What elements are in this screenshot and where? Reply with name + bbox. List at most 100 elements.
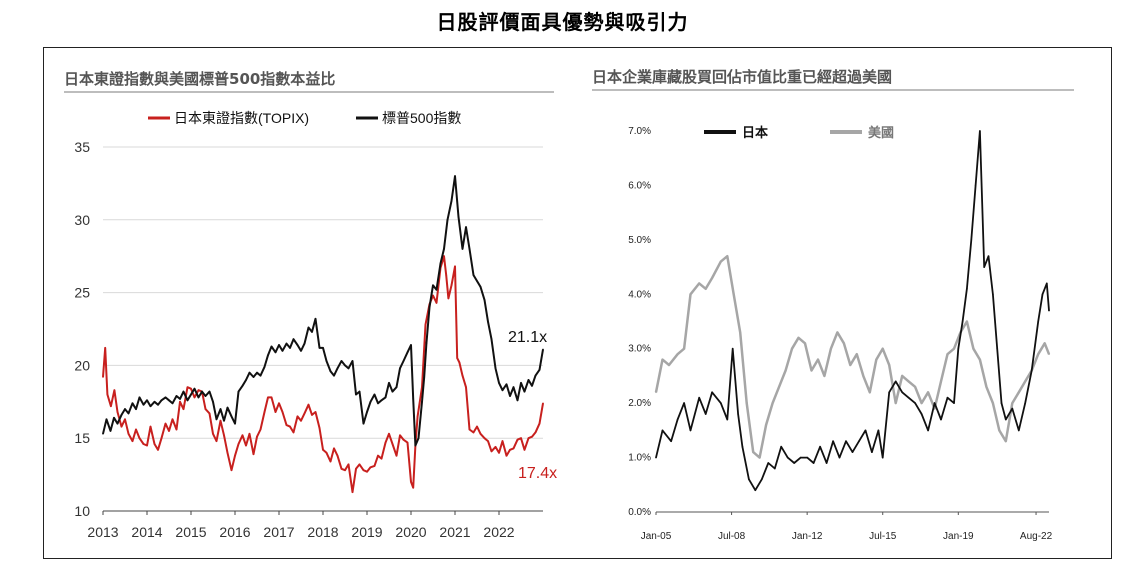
left-series-point	[186, 386, 189, 389]
right-series-point	[957, 347, 960, 350]
left-series-point	[311, 331, 313, 333]
right-series-point	[881, 347, 884, 350]
left-series-point	[215, 440, 218, 442]
left-series-point	[416, 415, 419, 418]
left-series-point	[248, 371, 251, 374]
left-series-point	[113, 417, 115, 419]
left-series-point	[226, 452, 229, 454]
left-series-point	[110, 405, 112, 408]
left-series-point	[472, 274, 475, 276]
left-series-point	[160, 437, 163, 440]
right-y-tick-label: 2.0%	[628, 398, 651, 409]
right-series-point	[668, 364, 670, 366]
right-series-point	[907, 396, 910, 399]
left-series-point	[149, 405, 152, 408]
left-series-point	[278, 344, 280, 346]
right-series-point	[877, 429, 880, 432]
left-series-point	[300, 350, 302, 352]
left-series-point	[300, 419, 302, 422]
left-chart-title: 日本東證指數與美國標普500指數本益比	[64, 70, 336, 88]
left-series-point	[256, 371, 258, 374]
right-x-tick-label: Jul-15	[869, 531, 897, 542]
right-series-point	[845, 440, 847, 443]
right-series-point	[786, 456, 789, 459]
right-series-point	[655, 391, 657, 394]
left-series-point	[208, 412, 211, 415]
right-series-point	[1046, 282, 1048, 285]
left-series-point	[423, 376, 426, 378]
left-series-point	[135, 408, 137, 410]
right-series-point	[765, 424, 767, 426]
left-series-point	[373, 465, 376, 467]
left-series-point	[445, 274, 448, 276]
left-series-point	[402, 438, 405, 441]
left-series-point	[410, 344, 412, 346]
right-series-point	[888, 364, 890, 366]
left-series-point	[351, 360, 354, 362]
right-series-point	[1048, 309, 1050, 312]
left-series-point	[384, 441, 387, 444]
left-series-point	[142, 443, 145, 445]
left-series-point	[450, 284, 453, 287]
left-series-point	[454, 265, 456, 268]
left-series-point	[182, 390, 185, 393]
right-series-point	[683, 402, 685, 404]
left-series-point	[267, 396, 269, 399]
left-series-point	[424, 323, 427, 326]
right-series-point	[754, 489, 757, 492]
left-series-point	[105, 418, 108, 421]
left-series-point	[435, 288, 438, 291]
left-x-tick-label: 2015	[175, 524, 206, 540]
right-series-point	[732, 293, 735, 296]
left-series-point	[479, 286, 482, 288]
left-series-point	[399, 367, 401, 370]
right-series-point	[974, 184, 977, 187]
left-series-point	[219, 408, 222, 410]
left-series-point	[263, 366, 266, 368]
left-series-point	[146, 444, 148, 447]
left-series-point	[336, 454, 339, 457]
left-series-point	[351, 491, 354, 493]
right-series-point	[946, 396, 949, 399]
right-series-point	[823, 375, 826, 377]
left-series-point	[278, 402, 280, 405]
left-series-point	[197, 389, 200, 392]
right-y-tick-label: 5.0%	[628, 235, 651, 246]
left-series-point	[395, 454, 398, 457]
left-series-point	[538, 422, 541, 425]
left-series-point	[501, 389, 504, 392]
left-series-point	[369, 466, 372, 469]
right-series-point	[1018, 429, 1020, 432]
left-series-point	[402, 360, 405, 362]
left-series-point	[127, 412, 130, 415]
right-series-point	[819, 445, 821, 448]
left-series-point	[468, 428, 471, 431]
left-series-point	[296, 344, 299, 346]
right-series-point	[966, 288, 968, 290]
left-series-point	[153, 443, 156, 445]
left-series-point	[285, 424, 288, 426]
left-series-point	[322, 347, 324, 349]
left-series-point	[538, 369, 541, 371]
right-x-tick-label: Jan-05	[641, 531, 672, 542]
left-series-point	[336, 367, 339, 370]
left-series-point	[212, 433, 214, 435]
right-title-rule	[592, 89, 1074, 91]
left-series-point	[168, 399, 170, 402]
left-series-point	[347, 463, 350, 466]
right-series-point	[1005, 440, 1007, 443]
right-series-line-0	[655, 130, 1050, 492]
right-series-point	[726, 418, 729, 421]
right-series-point	[862, 375, 865, 377]
left-series-point	[102, 433, 104, 435]
left-series-point	[237, 443, 240, 445]
left-series-point	[259, 428, 262, 431]
right-series-point	[711, 391, 713, 394]
right-series-point	[836, 331, 839, 334]
left-series-point	[461, 374, 464, 377]
left-series-point	[135, 428, 137, 431]
right-series-point	[748, 478, 750, 481]
right-series-point	[767, 462, 770, 464]
left-series-point	[509, 395, 511, 397]
right-series-point	[810, 369, 813, 372]
